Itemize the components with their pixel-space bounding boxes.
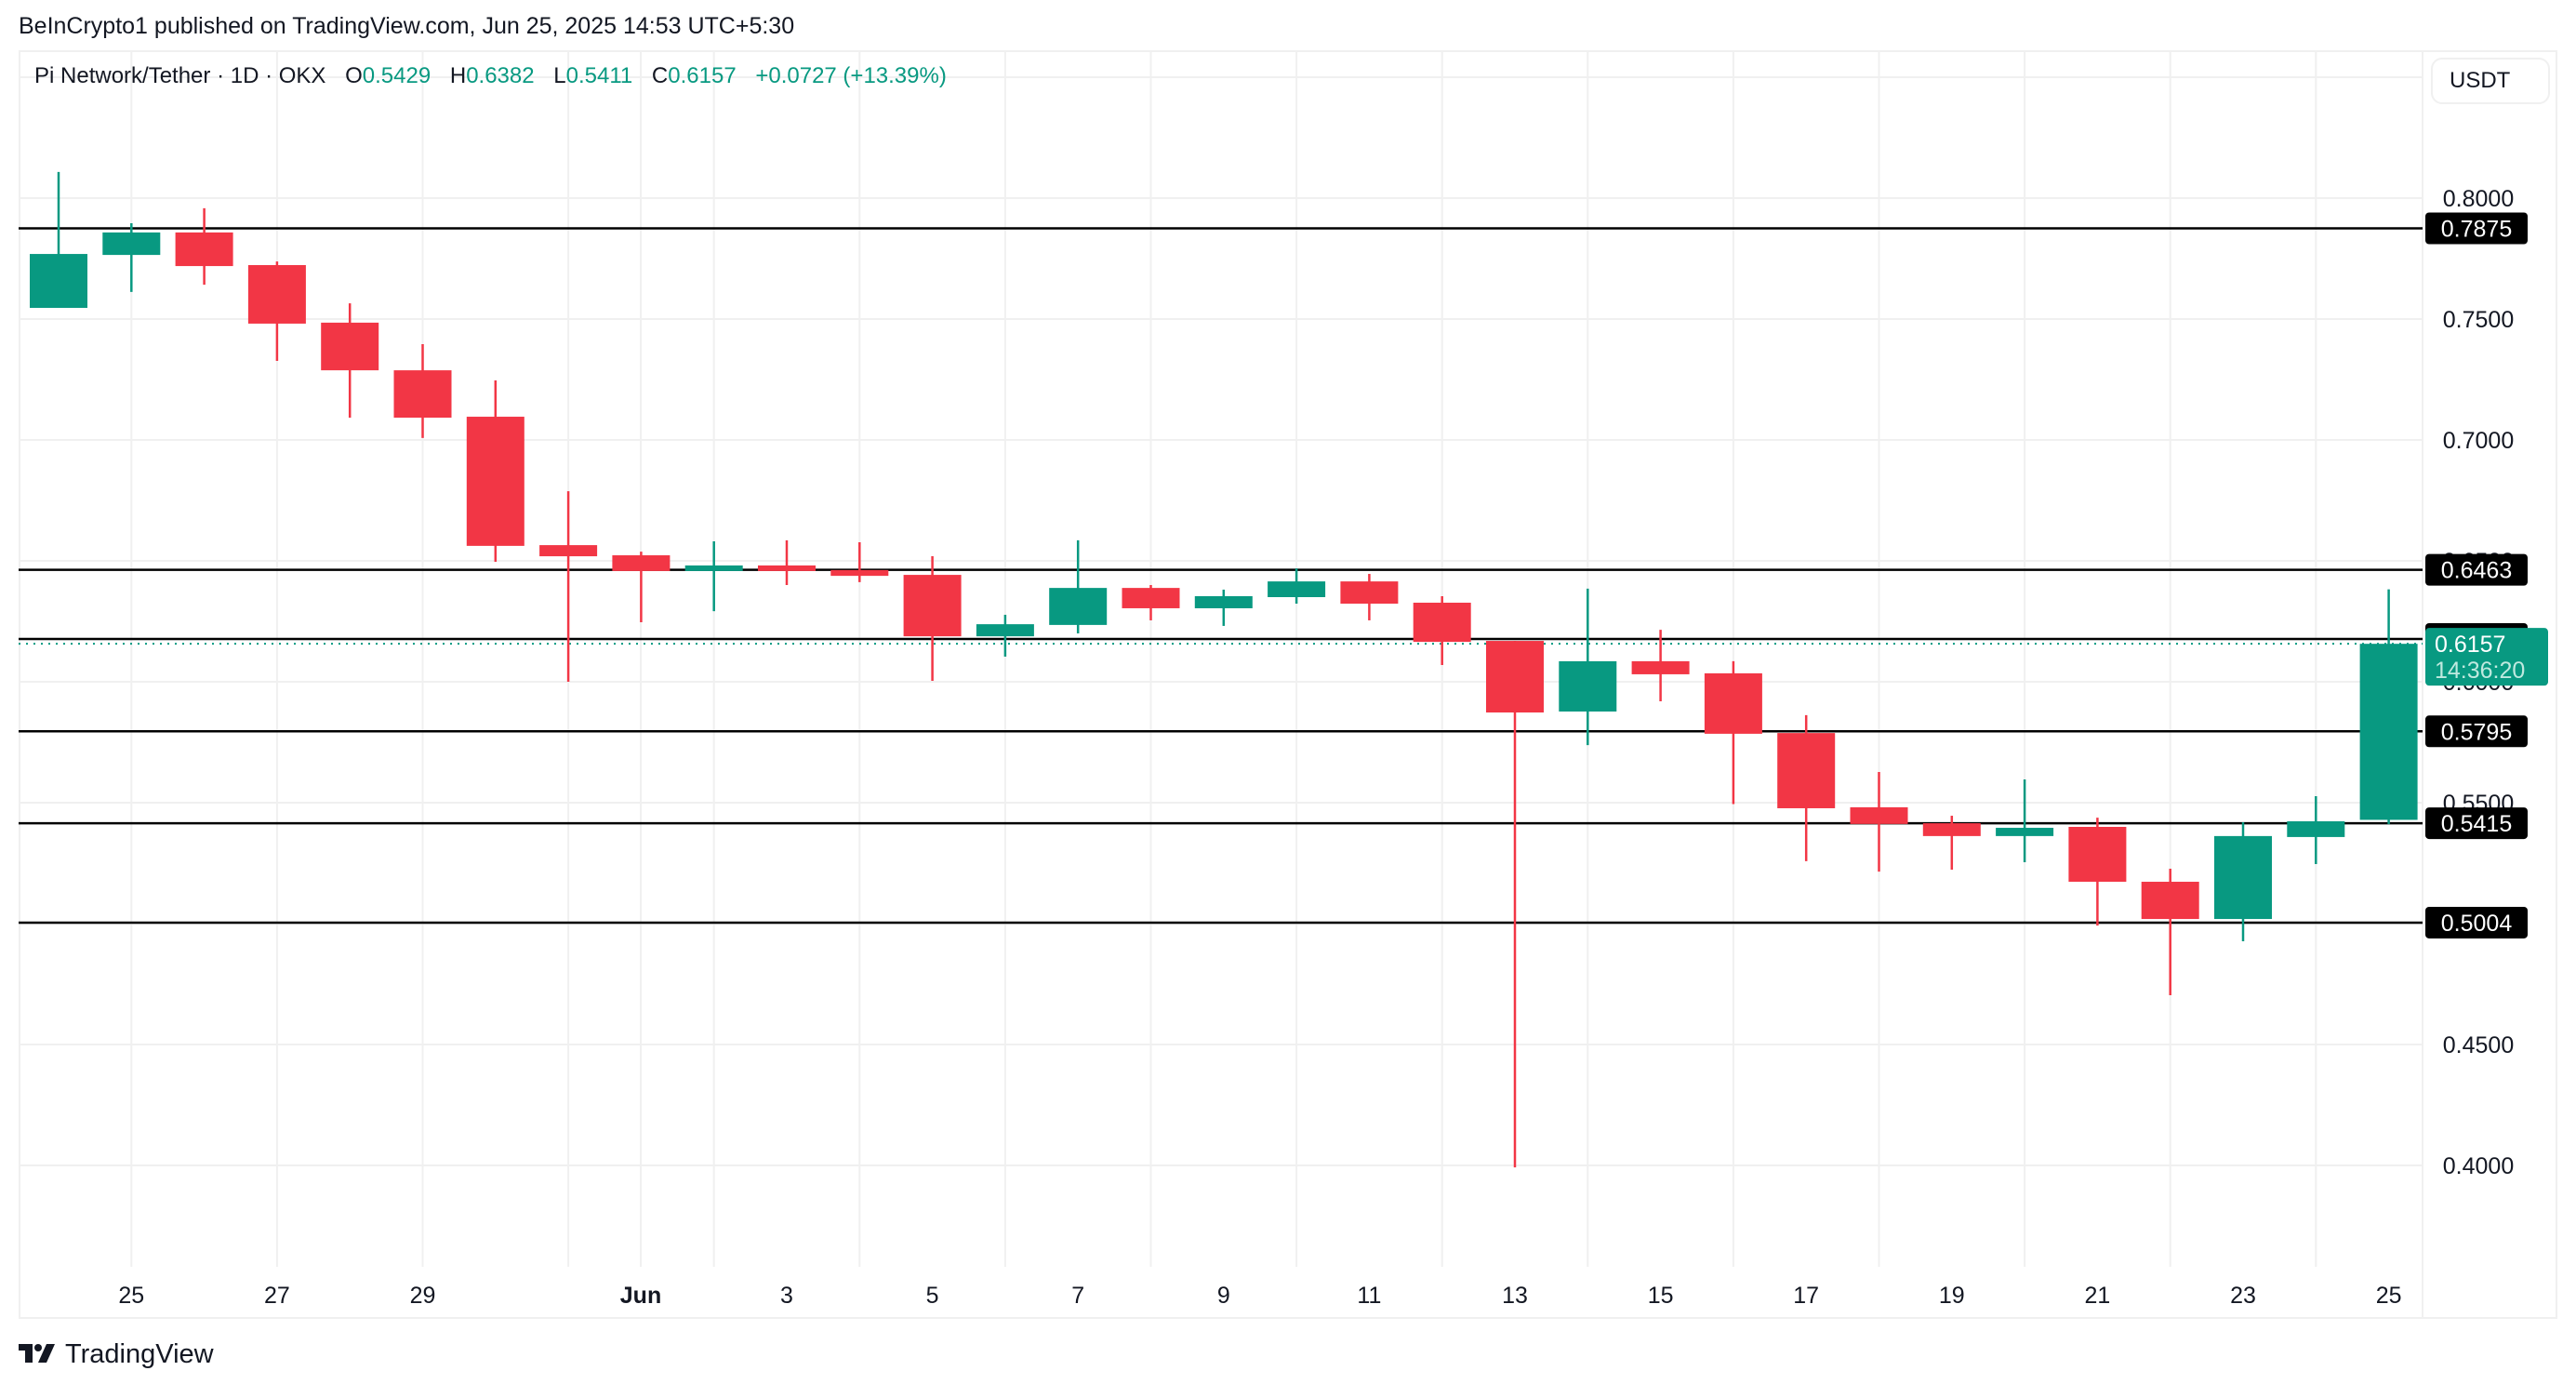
- level-price-text: 0.6463: [2441, 558, 2512, 584]
- candle[interactable]: [30, 171, 87, 309]
- candle[interactable]: [539, 491, 598, 682]
- candle[interactable]: [102, 223, 161, 292]
- time-tick-label: 5: [926, 1283, 939, 1309]
- candles: [30, 171, 2418, 1168]
- close-label: C: [651, 63, 669, 88]
- time-tick-label: 17: [1793, 1283, 1819, 1309]
- candle[interactable]: [684, 540, 743, 612]
- time-tick-label: 25: [118, 1283, 144, 1309]
- candle[interactable]: [1631, 630, 1690, 702]
- change-value: +0.0727 (+13.39%): [755, 63, 947, 88]
- candle[interactable]: [1340, 574, 1399, 620]
- candle[interactable]: [1122, 585, 1180, 620]
- candle[interactable]: [1559, 588, 1617, 746]
- price-tick-label: 0.4500: [2443, 1032, 2514, 1058]
- candle[interactable]: [1704, 660, 1762, 805]
- level-price-text: 0.7875: [2441, 217, 2512, 243]
- symbol-legend: Pi Network/Tether · 1D · OKX O0.5429 H0.…: [34, 63, 947, 89]
- level-price-badge: [2425, 553, 2528, 586]
- tradingview-logo-icon: [19, 1343, 55, 1363]
- tradingview-logo[interactable]: TradingView: [19, 1339, 214, 1370]
- candle[interactable]: [1413, 595, 1471, 666]
- level-price-badge: [2425, 807, 2528, 840]
- price-tick-label: 0.7500: [2443, 307, 2514, 333]
- low-label: L: [553, 63, 566, 88]
- time-tick-label: 13: [1502, 1283, 1528, 1309]
- time-tick-label: 21: [2084, 1283, 2110, 1309]
- time-tick-label: Jun: [620, 1283, 661, 1309]
- high-value: 0.6382: [466, 63, 535, 88]
- level-price-badge: [2425, 212, 2528, 245]
- candle[interactable]: [1268, 568, 1326, 605]
- candle[interactable]: [175, 207, 233, 286]
- candle[interactable]: [1049, 539, 1108, 633]
- candle[interactable]: [1777, 714, 1836, 861]
- time-axis[interactable]: 25 27 29 Jun 3 5 7 9 11 13 15 17 19 21 23 25: [118, 1283, 2401, 1309]
- candle[interactable]: [393, 344, 452, 438]
- time-tick-label: 15: [1648, 1283, 1674, 1309]
- bar-countdown-text: 14:36:20: [2435, 658, 2525, 684]
- level-price-badge: [2425, 715, 2528, 748]
- time-tick-label: 11: [1357, 1283, 1381, 1309]
- candle[interactable]: [247, 261, 306, 361]
- chart-frame: [19, 50, 2557, 1319]
- candle[interactable]: [1996, 779, 2054, 862]
- tradingview-brand: TradingView: [65, 1339, 214, 1369]
- level-price-text: 0.5795: [2441, 719, 2512, 745]
- candle[interactable]: [903, 556, 962, 681]
- time-tick-label: 27: [264, 1283, 290, 1309]
- candle[interactable]: [1922, 816, 1981, 871]
- candle[interactable]: [2214, 822, 2272, 941]
- candle[interactable]: [2068, 818, 2127, 926]
- open-value: 0.5429: [362, 63, 432, 88]
- price-tick-label: 0.8000: [2443, 186, 2514, 212]
- time-tick-label: 25: [2376, 1283, 2402, 1309]
- level-price-text: 0.5415: [2441, 811, 2512, 837]
- candle[interactable]: [1194, 589, 1253, 626]
- candle[interactable]: [466, 380, 524, 563]
- candle[interactable]: [2141, 868, 2199, 995]
- time-tick-label: 29: [410, 1283, 436, 1309]
- close-value: 0.6157: [668, 63, 737, 88]
- time-tick-label: 9: [1217, 1283, 1230, 1309]
- candle[interactable]: [321, 303, 379, 419]
- level-price-text: 0.5004: [2441, 911, 2513, 937]
- price-tick-label: 0.4000: [2443, 1153, 2514, 1179]
- last-price-text: 0.6157: [2435, 632, 2505, 658]
- level-price-badge: [2425, 906, 2528, 938]
- published-caption: BeInCrypto1 published on TradingView.com…: [19, 13, 795, 39]
- candle[interactable]: [830, 541, 889, 582]
- last-price-badge: [2425, 628, 2548, 686]
- time-tick-label: 23: [2230, 1283, 2256, 1309]
- currency-button[interactable]: USDT: [2431, 58, 2550, 104]
- price-badges: 0.78750.64630.61770.57950.54150.50040.61…: [2425, 212, 2548, 938]
- symbol-title: Pi Network/Tether · 1D · OKX: [34, 63, 326, 88]
- grid-lines: [19, 51, 2423, 1318]
- time-tick-label: 19: [1939, 1283, 1965, 1309]
- candle[interactable]: [1850, 771, 1908, 872]
- candle[interactable]: [2287, 795, 2345, 865]
- candle[interactable]: [2359, 589, 2418, 825]
- time-tick-label: 3: [780, 1283, 793, 1309]
- candle[interactable]: [758, 539, 816, 585]
- price-tick-label: 0.7000: [2443, 428, 2514, 454]
- horizontal-level-lines: [19, 227, 2423, 925]
- high-label: H: [449, 63, 467, 88]
- candle[interactable]: [612, 552, 671, 623]
- low-value: 0.5411: [565, 63, 633, 88]
- open-label: O: [345, 63, 363, 88]
- time-tick-label: 7: [1071, 1283, 1084, 1309]
- candle[interactable]: [1486, 641, 1544, 1168]
- candle[interactable]: [976, 614, 1034, 657]
